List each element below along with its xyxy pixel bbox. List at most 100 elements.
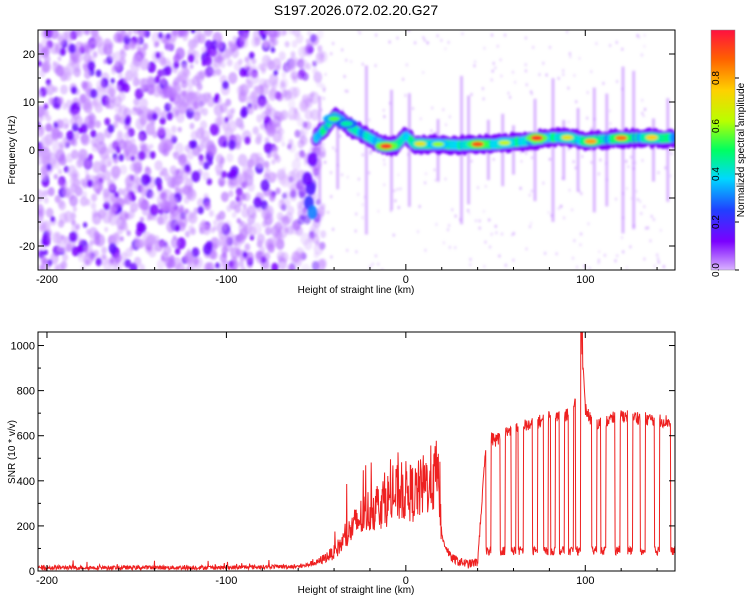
- speckle: [504, 263, 507, 267]
- speckle: [635, 189, 638, 193]
- speckle: [567, 120, 570, 124]
- noise-blob: [160, 255, 165, 261]
- snr-x-ticks: -200 -100 0 100: [36, 332, 658, 587]
- speckle: [470, 159, 473, 163]
- noise-blob: [190, 213, 195, 220]
- noise-blob: [38, 105, 45, 118]
- noise-blob: [41, 30, 48, 39]
- noise-blob: [174, 209, 182, 219]
- noise-blob: [242, 251, 248, 258]
- noise-blob: [305, 43, 314, 55]
- noise-blob: [38, 189, 44, 203]
- noise-blob: [44, 55, 51, 64]
- speckle: [580, 192, 583, 196]
- noise-blob: [90, 129, 97, 138]
- speckle: [361, 216, 364, 220]
- speckle: [396, 187, 399, 191]
- noise-blob: [239, 123, 245, 131]
- speckle: [528, 193, 531, 197]
- speckle: [374, 254, 378, 258]
- noise-blob: [73, 67, 81, 78]
- speckle: [394, 199, 397, 203]
- noise-blob: [196, 82, 203, 91]
- noise-blob: [287, 205, 295, 216]
- noise-blob: [82, 44, 90, 53]
- noise-blob: [103, 170, 111, 181]
- noise-blob: [298, 99, 309, 113]
- noise-blob: [130, 201, 139, 213]
- noise-blob: [226, 153, 234, 163]
- noise-blob: [112, 172, 119, 181]
- noise-blob: [172, 30, 178, 37]
- noise-blob: [104, 117, 111, 126]
- noise-blob: [107, 124, 115, 134]
- speckle: [557, 76, 560, 80]
- noise-blob: [88, 153, 94, 161]
- noise-blob: [62, 187, 71, 198]
- speckle: [569, 55, 572, 59]
- speckle: [330, 255, 333, 259]
- noise-blob: [172, 80, 178, 88]
- speckle: [341, 107, 344, 111]
- speckle: [572, 160, 575, 164]
- noise-blob: [271, 79, 279, 89]
- noise-blob: [187, 54, 195, 63]
- speckle: [622, 250, 625, 254]
- noise-blob: [274, 145, 279, 152]
- speckle: [608, 109, 612, 113]
- speckle: [500, 74, 503, 78]
- noise-blob: [74, 41, 84, 53]
- speckle: [444, 47, 447, 51]
- colorbar-tick-label: 0.2: [711, 215, 722, 229]
- noise-blob: [149, 151, 156, 159]
- speckle: [528, 225, 532, 229]
- speckle: [562, 216, 566, 220]
- noise-blob: [133, 235, 140, 243]
- speckle: [495, 231, 498, 235]
- noise-blob: [53, 173, 58, 180]
- noise-blob: [300, 232, 311, 246]
- noise-blob: [197, 143, 204, 152]
- speckle: [519, 186, 522, 190]
- speckle: [383, 183, 386, 187]
- noise-blob: [197, 198, 205, 208]
- speckle: [530, 189, 534, 193]
- noise-blob: [305, 62, 312, 70]
- noise-blob: [220, 191, 229, 202]
- noise-blob: [184, 251, 194, 264]
- noise-blob: [85, 160, 93, 170]
- speckle: [324, 72, 327, 76]
- noise-blob: [261, 34, 267, 41]
- noise-blob: [171, 125, 177, 134]
- noise-blob: [122, 83, 130, 93]
- speckle: [511, 233, 514, 237]
- noise-blob: [110, 78, 115, 84]
- speckle: [524, 69, 528, 73]
- noise-blob: [288, 143, 296, 153]
- noise-blob: [102, 254, 107, 260]
- heatmap-x-tick-label: 0: [403, 274, 409, 286]
- noise-blob: [219, 180, 224, 187]
- speckle: [590, 70, 593, 74]
- speckle: [383, 162, 386, 166]
- noise-blob: [312, 60, 318, 67]
- noise-blob: [253, 85, 259, 92]
- noise-blob: [142, 42, 149, 51]
- noise-blob: [194, 59, 199, 65]
- speckle: [444, 123, 448, 127]
- speckle: [650, 214, 653, 218]
- noise-blob: [174, 224, 181, 232]
- noise-blob: [209, 123, 219, 136]
- noise-blob: [186, 150, 195, 160]
- noise-blob: [202, 171, 210, 181]
- noise-blob: [124, 226, 129, 233]
- snr-background: [38, 332, 675, 571]
- speckle: [532, 45, 535, 50]
- noise-blob: [83, 101, 93, 114]
- speckle: [641, 98, 644, 102]
- noise-blob: [38, 249, 41, 256]
- speckle: [345, 58, 348, 62]
- snr-y-tick-label: 0: [29, 566, 35, 578]
- noise-blob: [123, 107, 132, 119]
- noise-blob: [287, 86, 298, 100]
